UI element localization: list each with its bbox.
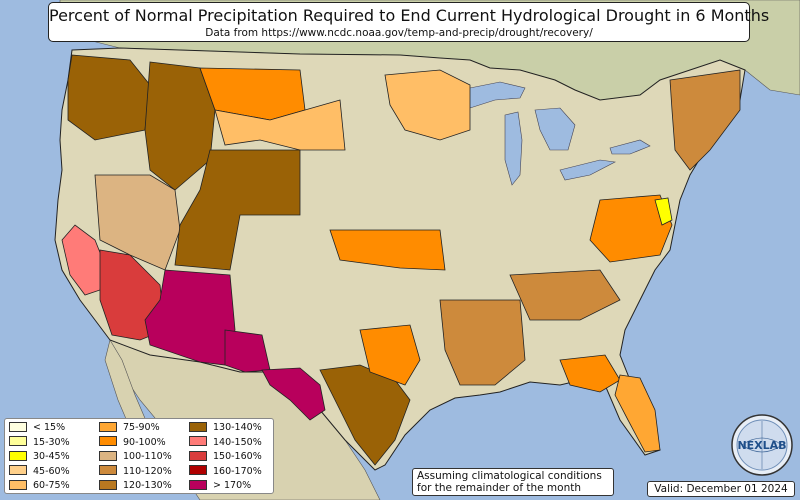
region-delmarva [654, 197, 673, 226]
lake-erie [559, 159, 616, 181]
legend-swatch [99, 450, 117, 461]
legend-label: 110-120% [123, 465, 172, 477]
nexlab-logo: NEXLAB [731, 414, 793, 476]
valid-date: Valid: December 01 2024 [647, 481, 795, 497]
title-box: Percent of Normal Precipitation Required… [48, 2, 770, 42]
legend-item: 100-110% [99, 450, 172, 463]
legend-item: 45-60% [9, 465, 70, 478]
region-carolinas [559, 354, 621, 393]
region-pacific-northwest [67, 54, 151, 141]
legend-item: 60-75% [9, 479, 70, 492]
legend-label: 45-60% [33, 465, 70, 477]
legend-item: 150-160% [189, 450, 262, 463]
region-arizona [144, 269, 236, 366]
region-northern-plains [214, 99, 346, 151]
legend-swatch [9, 450, 27, 461]
legend-swatch [189, 465, 207, 475]
lake-michigan [504, 111, 523, 186]
legend-item: 30-45% [9, 450, 70, 463]
legend-label: 60-75% [33, 480, 70, 491]
assumption-note-line2: for the remainder of the month [417, 482, 582, 494]
region-florida [614, 374, 661, 453]
region-new-england [669, 69, 741, 171]
legend-swatch [9, 421, 27, 432]
region-lower-mississippi [439, 299, 526, 386]
legend-item: 90-100% [99, 436, 166, 449]
legend-swatch [189, 450, 207, 461]
legend-swatch [9, 479, 27, 490]
region-texas-east [359, 324, 421, 386]
legend-item: 140-150% [189, 436, 262, 449]
svg-text:NEXLAB: NEXLAB [737, 439, 786, 452]
legend-swatch [99, 465, 117, 475]
lake-ontario [609, 139, 651, 155]
legend-label: 100-110% [123, 451, 172, 462]
legend-label: 130-140% [213, 422, 262, 433]
legend-swatch [99, 421, 117, 432]
map-title: Percent of Normal Precipitation Required… [49, 6, 770, 25]
legend-item: < 15% [9, 421, 66, 434]
assumption-note: Assuming climatological conditions for t… [412, 468, 614, 496]
region-kansas-missouri [329, 229, 446, 271]
region-texas-west [261, 367, 326, 421]
region-nevada-utah [94, 174, 181, 271]
legend-item: 120-130% [99, 479, 172, 492]
legend: < 15% 15-30% 30-45% 45-60% 60-75% 75-90% 90-10… [4, 418, 274, 494]
legend-label: 75-90% [123, 422, 160, 433]
legend-swatch [9, 436, 27, 446]
legend-swatch [189, 479, 207, 490]
lake-huron [534, 107, 576, 151]
region-minnesota-wisconsin [384, 69, 471, 141]
legend-swatch [189, 421, 207, 432]
legend-label: > 170% [213, 480, 252, 491]
legend-swatch [189, 436, 207, 446]
legend-item: 130-140% [189, 421, 262, 434]
legend-item: 110-120% [99, 465, 172, 478]
legend-item: 160-170% [189, 465, 262, 478]
legend-item: > 170% [189, 479, 252, 492]
region-mid-atlantic [589, 194, 673, 263]
legend-label: 90-100% [123, 436, 166, 448]
region-ohio-valley [509, 269, 621, 321]
legend-swatch [9, 465, 27, 475]
assumption-note-line1: Assuming climatological conditions [417, 470, 602, 482]
legend-swatch [99, 479, 117, 490]
map-subtitle: Data from https://www.ncdc.noaa.gov/temp… [205, 27, 593, 39]
legend-item: 15-30% [9, 436, 70, 449]
legend-swatch [99, 436, 117, 446]
legend-label: 160-170% [213, 465, 262, 477]
legend-item: 75-90% [99, 421, 160, 434]
legend-label: 15-30% [33, 436, 70, 448]
region-new-mexico-west [224, 329, 271, 373]
legend-label: 120-130% [123, 480, 172, 491]
legend-label: < 15% [33, 422, 66, 433]
legend-label: 30-45% [33, 451, 70, 462]
legend-label: 140-150% [213, 436, 262, 448]
region-colorado-rockies [174, 149, 301, 271]
legend-label: 150-160% [213, 451, 262, 462]
